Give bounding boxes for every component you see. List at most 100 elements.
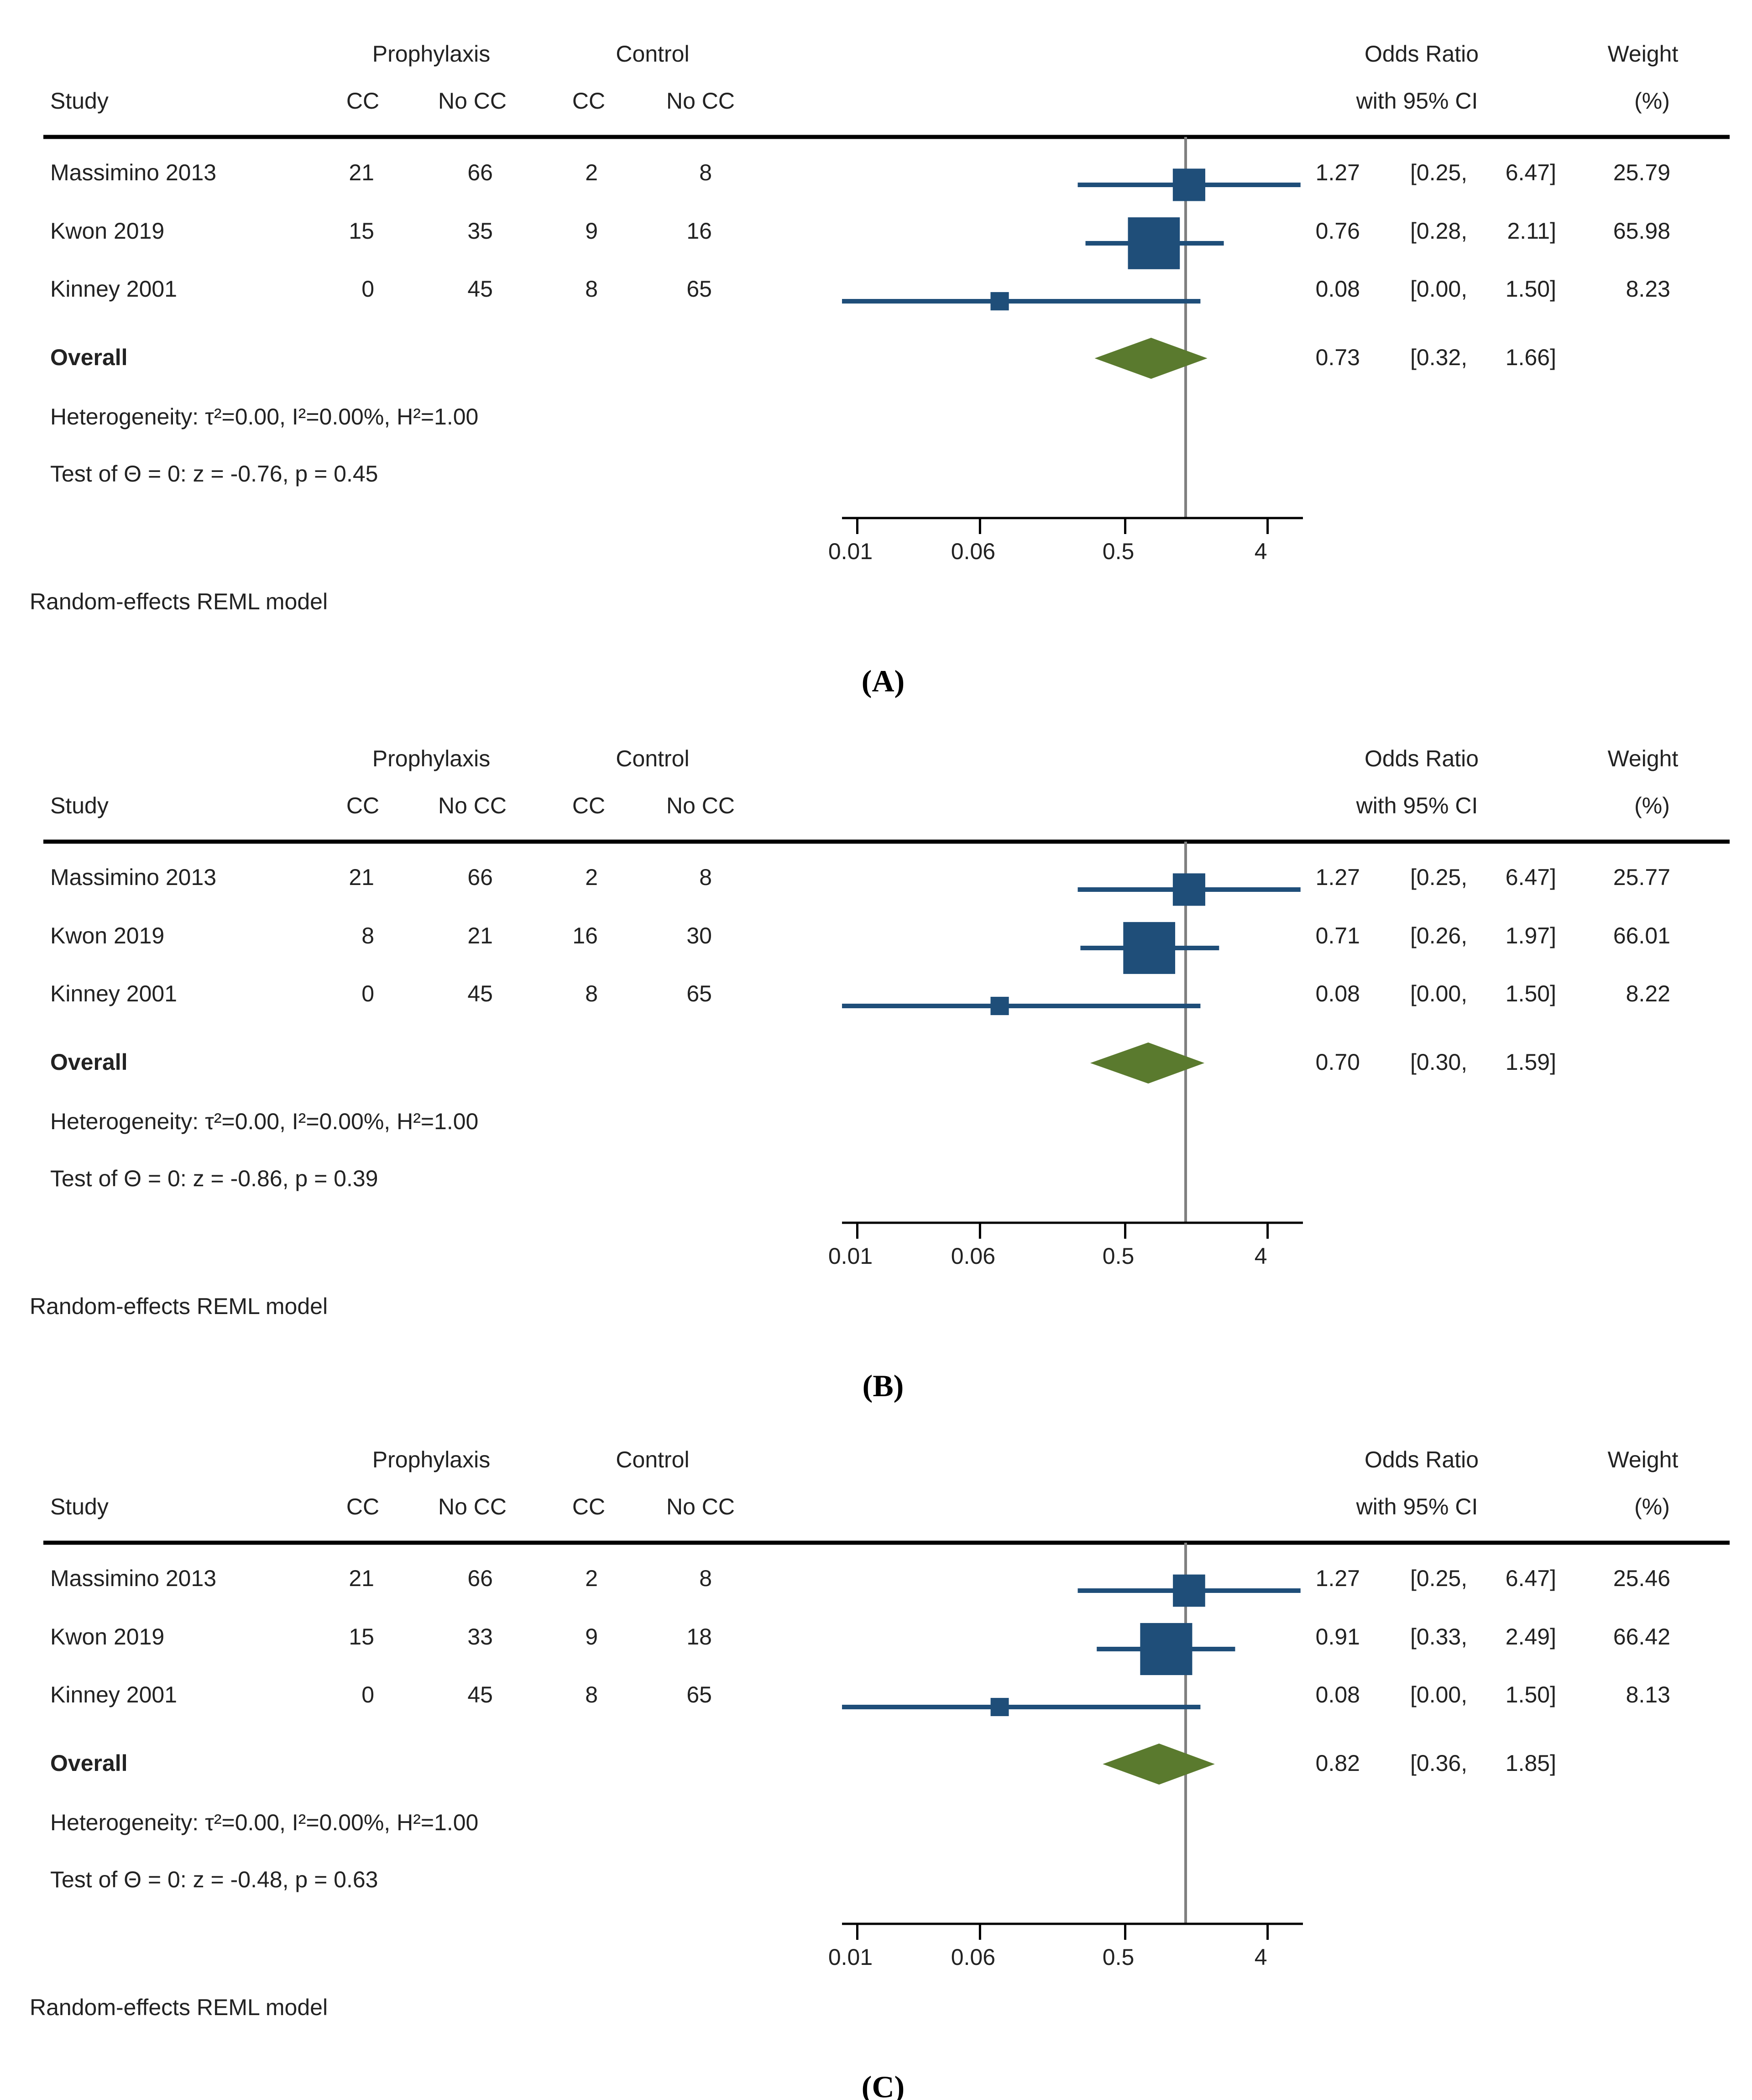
odds-ratio-value: 0.08 [1316,1682,1360,1707]
model-note: Random-effects REML model [30,1995,328,2020]
header-ci: with 95% CI [1356,88,1478,114]
odds-ratio-value: 0.71 [1316,923,1360,948]
x-tick-label: 4 [1255,1944,1267,1970]
weight-value: 25.77 [1613,864,1670,890]
ci-lower: [0.00, [1410,1682,1467,1707]
x-tick-label: 0.06 [951,1944,995,1970]
odds-ratio-value: 0.76 [1316,218,1360,244]
header-prophylaxis-cc: CC [346,1494,379,1519]
header-odds-ratio: Odds Ratio [1365,1447,1479,1472]
ci-lower: [0.28, [1410,218,1467,244]
panel-caption: (C) [862,2069,905,2100]
header-weight-unit: (%) [1634,88,1670,114]
study-marker [990,996,1009,1016]
study-name: Massimino 2013 [50,160,216,185]
overall-diamond [1094,338,1208,379]
prophylaxis-no-cc: 45 [467,276,493,302]
ci-upper: 6.47] [1506,1566,1556,1591]
test-text: Test of Θ = 0: z = -0.76, p = 0.45 [50,461,378,487]
control-cc: 16 [572,923,598,948]
odds-ratio-value: 0.08 [1316,981,1360,1006]
prophylaxis-cc: 0 [361,1682,374,1707]
control-no-cc: 65 [686,981,712,1006]
prophylaxis-cc: 21 [349,864,374,890]
prophylaxis-no-cc: 66 [467,864,493,890]
ci-upper: 1.50] [1506,981,1556,1006]
ci-upper: 1.50] [1506,276,1556,302]
header-study: Study [50,1494,109,1519]
header-ci: with 95% CI [1356,793,1478,818]
ci-lower: [0.25, [1410,160,1467,185]
weight-value: 8.13 [1626,1682,1670,1707]
control-no-cc: 30 [686,923,712,948]
overall-label: Overall [50,345,128,370]
weight-value: 8.22 [1626,981,1670,1006]
study-name: Kinney 2001 [50,981,177,1006]
control-no-cc: 16 [686,218,712,244]
header-control-cc: CC [572,88,605,114]
study-marker [990,1698,1009,1716]
overall-ci-upper: 1.66] [1506,345,1556,370]
header-control: Control [616,746,689,771]
control-no-cc: 8 [699,160,712,185]
header-prophylaxis: Prophylaxis [372,1447,490,1472]
study-name: Kwon 2019 [50,1624,164,1650]
x-tick-label: 0.5 [1103,1944,1135,1970]
x-tick-label: 0.5 [1103,1243,1135,1269]
study-marker [1123,922,1176,974]
overall-ci-lower: [0.30, [1410,1049,1467,1075]
ci-lower: [0.26, [1410,923,1467,948]
overall-ci-lower: [0.32, [1410,345,1467,370]
x-tick-label: 0.01 [828,1243,873,1269]
ci-upper: 1.97] [1506,923,1556,948]
header-prophylaxis-cc: CC [346,793,379,818]
header-ci: with 95% CI [1356,1494,1478,1519]
x-tick-label: 4 [1255,1243,1267,1269]
panel-caption: (B) [863,1368,904,1403]
prophylaxis-cc: 0 [361,276,374,302]
header-study: Study [50,88,109,114]
prophylaxis-cc: 21 [349,160,374,185]
prophylaxis-cc: 8 [361,923,374,948]
forest-panel-b: Prophylaxis Control Study CC No CC CC No CC Odd… [30,746,1730,1403]
x-tick-label: 0.01 [828,539,873,564]
heterogeneity-text: Heterogeneity: τ²=0.00, I²=0.00%, H²=1.0… [50,1810,478,1835]
overall-ci-lower: [0.36, [1410,1750,1467,1776]
header-weight: Weight [1608,41,1679,67]
overall-odds-ratio: 0.82 [1316,1750,1360,1776]
control-cc: 8 [585,1682,598,1707]
control-cc: 9 [585,1624,598,1650]
ci-lower: [0.00, [1410,981,1467,1006]
model-note: Random-effects REML model [30,1294,328,1319]
header-prophylaxis-no-cc: No CC [438,1494,507,1519]
header-weight-unit: (%) [1634,793,1670,818]
overall-label: Overall [50,1049,128,1075]
weight-value: 8.23 [1626,276,1670,302]
x-tick-label: 0.01 [828,1944,873,1970]
control-cc: 2 [585,160,598,185]
odds-ratio-value: 0.08 [1316,276,1360,302]
overall-odds-ratio: 0.73 [1316,345,1360,370]
test-text: Test of Θ = 0: z = -0.48, p = 0.63 [50,1867,378,1892]
header-control-no-cc: No CC [666,1494,735,1519]
study-marker [1173,1574,1205,1607]
ci-lower: [0.33, [1410,1624,1467,1650]
header-control-no-cc: No CC [666,793,735,818]
overall-ci-upper: 1.59] [1506,1049,1556,1075]
header-odds-ratio: Odds Ratio [1365,41,1479,67]
study-name: Kwon 2019 [50,923,164,948]
study-marker [1140,1623,1192,1676]
ci-upper: 6.47] [1506,160,1556,185]
header-control: Control [616,1447,689,1472]
ci-upper: 6.47] [1506,864,1556,890]
header-control-cc: CC [572,793,605,818]
x-tick-label: 0.06 [951,1243,995,1269]
forest-panel-a: Prophylaxis Control Study CC No CC CC No CC Odd… [30,41,1730,698]
control-no-cc: 65 [686,276,712,302]
study-name: Massimino 2013 [50,1566,216,1591]
prophylaxis-cc: 0 [361,981,374,1006]
header-odds-ratio: Odds Ratio [1365,746,1479,771]
overall-label: Overall [50,1750,128,1776]
overall-odds-ratio: 0.70 [1316,1049,1360,1075]
ci-lower: [0.00, [1410,276,1467,302]
